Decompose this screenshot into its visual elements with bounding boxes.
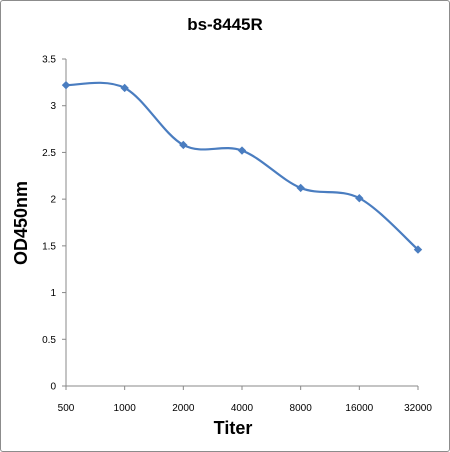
y-tick-label: 2 xyxy=(50,195,56,206)
y-tick-label: 1 xyxy=(50,288,56,299)
y-tick-labels: 0 0.5 1 1.5 2 2.5 3 3.5 xyxy=(42,55,56,393)
data-point xyxy=(179,140,188,150)
data-point xyxy=(413,245,423,254)
data-point xyxy=(355,194,364,203)
chart-title: bs-8445R xyxy=(187,15,263,34)
x-tick-labels: 500 1000 2000 4000 8000 16000 32000 xyxy=(58,403,433,414)
data-point xyxy=(120,83,129,93)
y-tick-label: 2.5 xyxy=(42,148,56,159)
data-point xyxy=(237,146,247,155)
y-tick-label: 0 xyxy=(50,382,56,393)
x-tick-label: 1000 xyxy=(114,403,137,414)
x-tick-label: 16000 xyxy=(345,403,373,414)
data-point xyxy=(61,80,71,90)
y-tick-label: 0.5 xyxy=(42,335,56,346)
x-axis-label: Titer xyxy=(214,418,253,438)
y-tick-label: 3.5 xyxy=(42,55,56,66)
series-line xyxy=(65,81,419,251)
y-tick-label: 3 xyxy=(50,101,56,112)
axes xyxy=(62,58,419,390)
series-markers xyxy=(61,80,423,254)
y-axis-label: OD450nm xyxy=(11,181,31,265)
x-tick-label: 8000 xyxy=(290,403,313,414)
y-tick-label: 1.5 xyxy=(42,241,56,252)
x-tick-label: 2000 xyxy=(172,403,195,414)
x-tick-label: 32000 xyxy=(404,403,432,414)
x-tick-label: 4000 xyxy=(231,403,254,414)
data-point xyxy=(296,183,305,193)
x-tick-label: 500 xyxy=(58,403,75,414)
